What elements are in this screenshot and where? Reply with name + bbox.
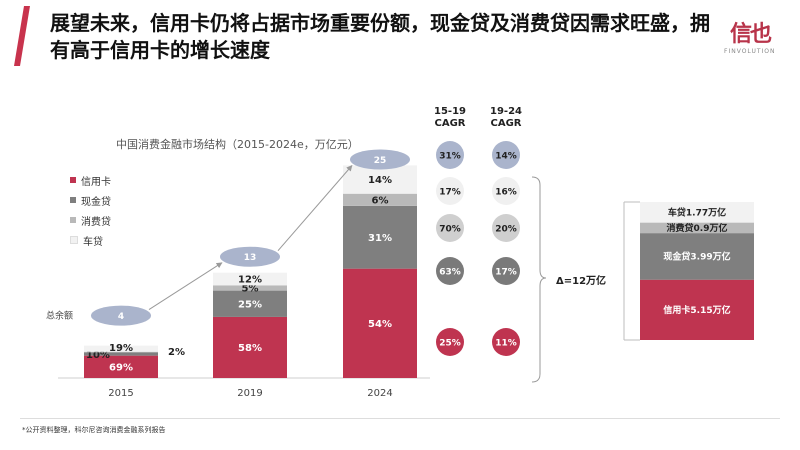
cagr-value: 11% — [495, 339, 517, 349]
bar-segment-label: 25% — [238, 299, 262, 310]
delta-segment-label: 车贷1.77万亿 — [668, 206, 726, 218]
legend-label: 车贷 — [83, 236, 103, 248]
chart-title: 中国消费金融市场结构（2015-2024e，万亿元） — [116, 138, 359, 151]
delta-bracket — [531, 176, 547, 383]
total-bubble-2024 — [350, 149, 410, 170]
bar-segment-label: 58% — [238, 343, 262, 354]
cagr-circle-1519 — [436, 141, 464, 169]
delta-segment-1 — [640, 222, 754, 234]
footnote: *公开资料整理，科尔尼咨询消费金融系列报告 — [22, 426, 166, 434]
cagr-header-1519: 15-19 CAGR — [425, 106, 475, 130]
legend-swatch — [70, 197, 76, 203]
cagr-value: 70% — [439, 225, 461, 235]
cagr-header-line: 15-19 — [434, 106, 466, 117]
bar-segment-label: 2% — [168, 347, 185, 358]
bar-segment-2019-s3 — [213, 272, 287, 286]
delta-segment-3 — [640, 279, 754, 340]
bar-segment-2015-s3 — [84, 345, 158, 352]
delta-label: Δ=12万亿 — [556, 276, 607, 287]
legend-label: 信用卡 — [81, 176, 111, 188]
cagr-header-line: 19-24 — [490, 106, 522, 117]
bar-segment-label: 19% — [109, 343, 133, 354]
growth-arrow — [277, 165, 353, 252]
legend-item-cash-loan: 现金贷 — [70, 190, 111, 210]
cagr-value: 14% — [495, 152, 517, 162]
cagr-circle-1924 — [492, 214, 520, 242]
cagr-circle-1924 — [492, 177, 520, 205]
total-bubble-2015 — [91, 305, 151, 326]
bar-segment-label: 31% — [368, 233, 392, 244]
cagr-value: 63% — [439, 268, 461, 278]
delta-segment-label: 信用卡5.15万亿 — [663, 304, 730, 316]
x-tick-label: 2015 — [108, 388, 133, 399]
bar-segment-2015-s0 — [84, 355, 158, 378]
cagr-circle-1519 — [436, 214, 464, 242]
delta-segment-label: 现金贷3.99万亿 — [663, 251, 730, 263]
footer-divider — [20, 418, 780, 419]
bar-segment-2019-s2 — [213, 285, 287, 291]
legend-label: 现金贷 — [81, 196, 111, 208]
bar-segment-label: 54% — [368, 319, 392, 330]
legend-item-auto-loan: 车贷 — [70, 230, 111, 250]
delta-segment-2 — [640, 233, 754, 280]
total-value: 25 — [374, 156, 387, 166]
bar-segment-2019-s0 — [213, 316, 287, 378]
bar-segment-2019-s1 — [213, 290, 287, 317]
cagr-circle-1924 — [492, 141, 520, 169]
cagr-circle-1519 — [436, 328, 464, 356]
growth-arrow — [148, 262, 223, 311]
legend-swatch — [70, 236, 78, 244]
cagr-header-line: CAGR — [490, 118, 522, 129]
bar-segment-label: 69% — [109, 362, 133, 373]
total-series-label: 总余额 — [46, 310, 73, 322]
bar-segment-label: 5% — [242, 283, 259, 294]
total-bubble-2019 — [220, 246, 280, 267]
legend-item-consumer-loan: 消费贷 — [70, 210, 111, 230]
cagr-value: 25% — [439, 339, 461, 349]
bar-segment-2024-s1 — [343, 205, 417, 269]
bar-segment-2024-s2 — [343, 193, 417, 206]
cagr-value: 16% — [495, 188, 517, 198]
title-accent-slash — [14, 6, 30, 66]
legend-label: 消费贷 — [81, 216, 111, 228]
total-value: 13 — [244, 253, 257, 263]
chart-canvas: 69%10% 2% 19% 4 2015 58% 25% 5%12% 13 2019 54% 31% 6… — [46, 141, 754, 399]
bar-segment-label: 14% — [368, 175, 392, 186]
x-tick-label: 2024 — [367, 388, 392, 399]
brand-logo: 信也 FINVOLUTION — [722, 16, 790, 60]
delta-segment-label: 消费贷0.9万亿 — [667, 222, 728, 234]
cagr-circle-1924 — [492, 328, 520, 356]
cagr-value: 20% — [495, 225, 517, 235]
chart-legend: 信用卡 现金贷 消费贷 车贷 — [70, 170, 111, 250]
cagr-circle-1519 — [436, 257, 464, 285]
bar-segment-label: 12% — [238, 275, 262, 286]
legend-swatch — [70, 217, 76, 223]
legend-item-credit-card: 信用卡 — [70, 170, 111, 190]
cagr-value: 17% — [495, 268, 517, 278]
logo-subtitle: FINVOLUTION — [724, 48, 776, 55]
cagr-header-1924: 19-24 CAGR — [481, 106, 531, 130]
bar-segment-2015-s2 — [84, 351, 158, 353]
page-title: 展望未来，信用卡仍将占据市场重要份额，现金贷及消费贷因需求旺盛，拥有高于信用卡的… — [50, 11, 710, 62]
total-value: 4 — [118, 312, 124, 322]
bar-segment-label: 10% — [86, 350, 110, 361]
bar-segment-2015-s1 — [84, 352, 158, 356]
cagr-value: 17% — [439, 188, 461, 198]
delta-segment-0 — [640, 202, 754, 223]
legend-swatch — [70, 177, 76, 183]
logo-mark: 信也 — [730, 22, 772, 47]
bar-segment-2024-s0 — [343, 268, 417, 378]
bar-segment-label: 6% — [372, 195, 389, 206]
cagr-circle-1924 — [492, 257, 520, 285]
cagr-circle-1519 — [436, 177, 464, 205]
cagr-header-line: CAGR — [434, 118, 466, 129]
bar-segment-2024-s3 — [343, 165, 417, 194]
x-tick-label: 2019 — [237, 388, 262, 399]
cagr-value: 31% — [439, 152, 461, 162]
